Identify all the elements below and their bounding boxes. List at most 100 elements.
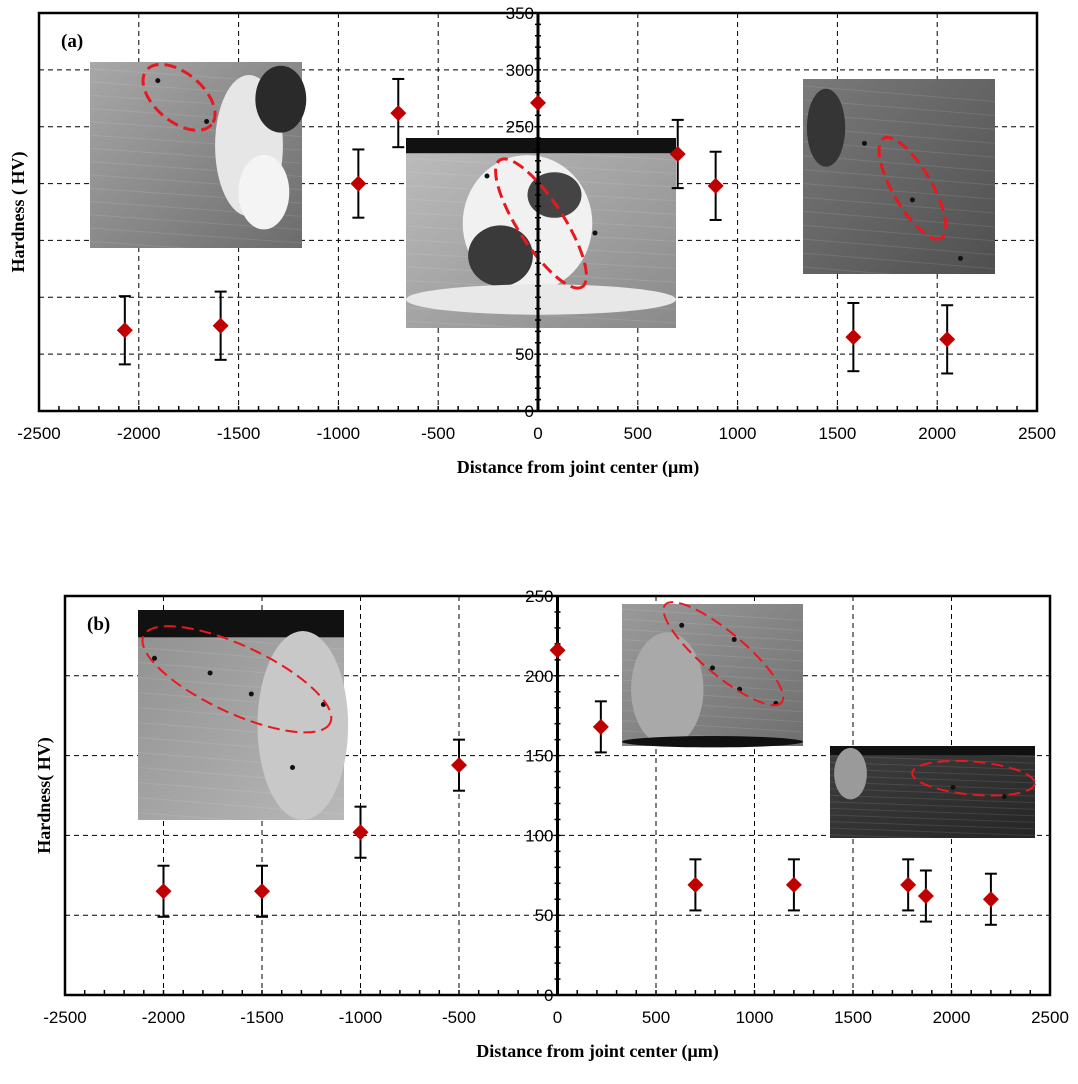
micrograph-dark-band bbox=[406, 138, 676, 154]
data-point bbox=[350, 175, 367, 192]
y-axis-title: Hardness ( HV) bbox=[8, 151, 29, 272]
x-tick-label: 2000 bbox=[933, 1008, 971, 1027]
x-tick-label: 1500 bbox=[818, 424, 856, 443]
micrograph-pore bbox=[248, 691, 254, 697]
y-tick-label: 150 bbox=[525, 747, 553, 766]
micrograph-pore bbox=[484, 173, 490, 179]
x-tick-label: -1000 bbox=[339, 1008, 382, 1027]
y-tick-label: 50 bbox=[515, 345, 534, 364]
micrograph-inset bbox=[137, 610, 349, 830]
y-tick-label: 0 bbox=[525, 402, 534, 421]
x-tick-label: 2500 bbox=[1018, 424, 1056, 443]
x-tick-label: 1000 bbox=[719, 424, 757, 443]
micrograph-pore bbox=[204, 119, 210, 125]
micrograph-phase bbox=[255, 65, 307, 133]
chart-a-svg: -2500 -2000 -1500 -1000 -500 0 500 1000 1500 2000… bbox=[8, 4, 1056, 478]
micrograph-pore bbox=[909, 197, 915, 203]
micrograph-inset bbox=[621, 601, 804, 753]
panel-label: (a) bbox=[61, 31, 83, 52]
x-tick-label: 0 bbox=[533, 424, 542, 443]
data-point bbox=[254, 883, 270, 900]
highlight-ellipse bbox=[141, 625, 333, 734]
micrograph-pore bbox=[1001, 794, 1007, 800]
data-point bbox=[530, 94, 546, 111]
data-point bbox=[707, 177, 724, 194]
micrograph-phase bbox=[238, 155, 290, 230]
micrograph-pore bbox=[950, 784, 956, 790]
micrograph-inset bbox=[405, 138, 677, 337]
micrograph-phase bbox=[468, 225, 533, 287]
micrograph-phase bbox=[406, 284, 676, 315]
x-tick-label: -500 bbox=[442, 1008, 476, 1027]
data-point bbox=[212, 317, 229, 334]
panel-label: (b) bbox=[87, 614, 110, 635]
x-tick-label: -2000 bbox=[142, 1008, 185, 1027]
x-tick-label: -500 bbox=[421, 424, 455, 443]
data-point bbox=[785, 876, 802, 893]
data-point bbox=[592, 718, 609, 735]
y-tick-label: 250 bbox=[525, 587, 553, 606]
micrograph-dark-band bbox=[138, 610, 344, 638]
micrograph-dark-band bbox=[830, 746, 1035, 756]
chart-b-svg: -2500 -2000 -1500 -1000 -500 0 500 1000 1500 2000… bbox=[34, 587, 1069, 1062]
data-point bbox=[917, 888, 934, 905]
x-tick-label: 2000 bbox=[918, 424, 956, 443]
chart-panel-b: -2500 -2000 -1500 -1000 -500 0 500 1000 1500 2000… bbox=[0, 580, 1078, 1084]
x-tick-label: 2500 bbox=[1031, 1008, 1069, 1027]
x-tick-label: -1500 bbox=[240, 1008, 283, 1027]
data-point bbox=[687, 876, 704, 893]
x-axis-title: Distance from joint center (μm) bbox=[476, 1041, 718, 1062]
x-tick-label: 500 bbox=[624, 424, 652, 443]
micrograph-phase bbox=[806, 88, 846, 167]
micrograph-pore bbox=[710, 665, 715, 671]
micrograph-inset bbox=[89, 62, 307, 257]
y-tick-label: 0 bbox=[544, 986, 553, 1005]
x-tick-label: -1500 bbox=[217, 424, 260, 443]
micrograph-phase bbox=[257, 631, 349, 820]
highlight-ellipse bbox=[494, 157, 588, 290]
micrograph-phase bbox=[631, 632, 704, 746]
x-tick-label: 1000 bbox=[736, 1008, 774, 1027]
data-point bbox=[669, 146, 686, 163]
micrograph-pore bbox=[679, 622, 685, 628]
y-tick-label: 300 bbox=[506, 61, 534, 80]
micrograph-pore bbox=[592, 230, 598, 236]
data-point bbox=[451, 757, 467, 774]
data-point bbox=[939, 331, 956, 348]
micrograph-phase bbox=[834, 747, 867, 800]
data-point bbox=[352, 824, 369, 841]
data-point bbox=[390, 105, 407, 122]
micrograph-inset bbox=[829, 746, 1036, 843]
micrograph-pore bbox=[731, 637, 737, 642]
y-tick-label: 100 bbox=[525, 826, 553, 845]
y-tick-label: 50 bbox=[535, 906, 554, 925]
highlight-ellipse bbox=[662, 601, 785, 707]
micrograph-pore bbox=[290, 765, 295, 770]
y-tick-label: 200 bbox=[525, 667, 553, 686]
micrograph-pore bbox=[151, 655, 157, 661]
x-tick-label: -2500 bbox=[43, 1008, 86, 1027]
y-tick-label: 350 bbox=[506, 4, 534, 23]
x-tick-label: 0 bbox=[553, 1008, 562, 1027]
data-point bbox=[845, 329, 862, 346]
micrograph-pore bbox=[155, 78, 161, 84]
data-point bbox=[982, 891, 999, 908]
y-axis-title: Hardness( HV) bbox=[34, 737, 55, 854]
data-point bbox=[900, 876, 917, 893]
x-tick-label: -2500 bbox=[17, 424, 60, 443]
micrograph-pore bbox=[957, 255, 963, 261]
x-axis-title: Distance from joint center (μm) bbox=[457, 457, 699, 478]
micrograph-inset bbox=[802, 79, 996, 284]
y-tick-label: 250 bbox=[506, 118, 534, 137]
micrograph-pore bbox=[861, 140, 867, 146]
x-tick-label: -1000 bbox=[317, 424, 360, 443]
x-tick-label: 500 bbox=[642, 1008, 670, 1027]
chart-panel-a: -2500 -2000 -1500 -1000 -500 0 500 1000 1500 2000… bbox=[0, 0, 1078, 500]
micrograph-pore bbox=[207, 670, 213, 676]
micrograph-phase bbox=[622, 736, 803, 748]
x-tick-label: 1500 bbox=[834, 1008, 872, 1027]
data-point bbox=[549, 642, 566, 659]
data-point bbox=[155, 883, 172, 900]
data-point bbox=[116, 322, 133, 339]
x-tick-label: -2000 bbox=[117, 424, 160, 443]
